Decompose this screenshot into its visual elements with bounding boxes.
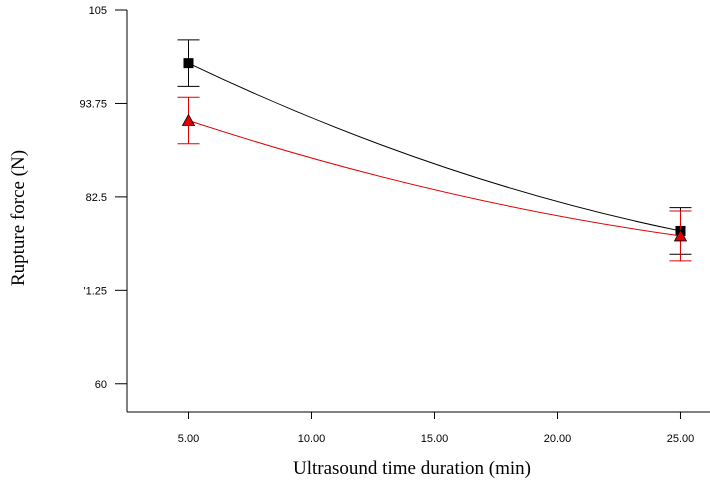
- y-tick-label: 60: [95, 379, 107, 391]
- y-axis-title: Rupture force (N): [8, 150, 29, 286]
- data-point-triangle: [181, 113, 196, 126]
- x-tick-label: 5.00: [178, 433, 199, 445]
- data-point-square: [183, 58, 194, 69]
- y-tick-label: 93.75: [79, 98, 107, 110]
- series-line: [188, 62, 681, 232]
- series-2: [177, 96, 692, 262]
- series-1: [177, 39, 692, 255]
- y-tick-label: '1.25: [83, 285, 107, 297]
- x-tick-label: 10.00: [298, 433, 326, 445]
- plot-area: [177, 39, 692, 262]
- series-line: [188, 119, 681, 237]
- x-tick-label: 20.00: [544, 433, 572, 445]
- x-tick-label: 15.00: [421, 433, 449, 445]
- y-tick-label: 105: [89, 5, 107, 17]
- x-axis-title: Ultrasound time duration (min): [293, 458, 531, 479]
- y-tick-label: 82.5: [86, 192, 107, 204]
- x-tick-label: 25.00: [667, 433, 695, 445]
- data-point-triangle: [673, 229, 688, 242]
- axes: 5.00 10.00 15.00 20.00 25.00 60 '1.25 82.5 93.75…: [79, 5, 710, 445]
